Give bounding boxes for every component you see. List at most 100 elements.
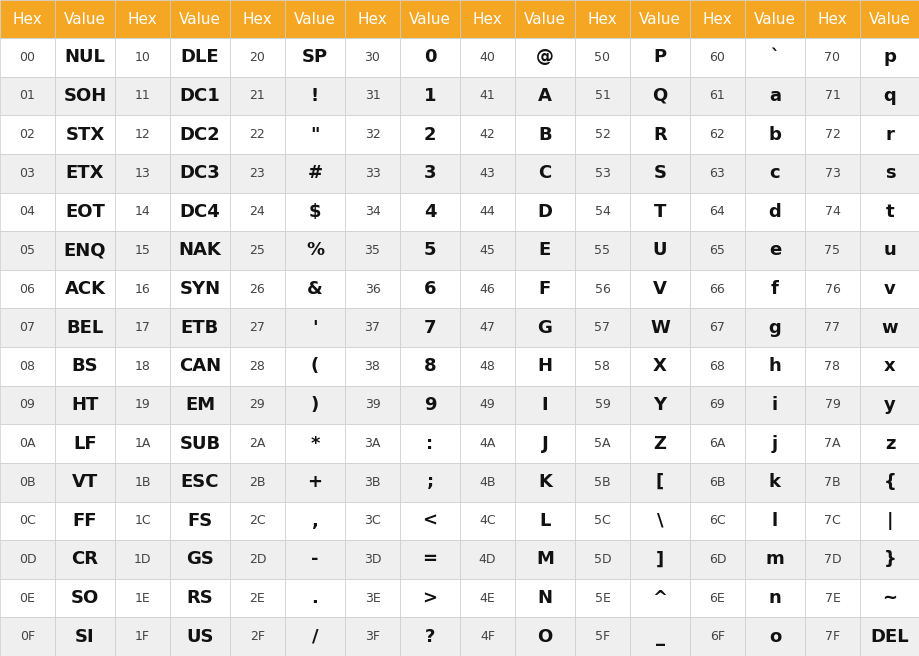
Text: R: R — [652, 125, 666, 144]
Text: ACK: ACK — [64, 280, 106, 298]
Text: 6D: 6D — [708, 553, 725, 566]
Text: Hex: Hex — [13, 12, 42, 26]
Bar — [230, 77, 285, 115]
Bar — [689, 77, 744, 115]
Bar — [460, 154, 515, 192]
Bar — [859, 77, 919, 115]
Text: 30: 30 — [364, 51, 380, 64]
Bar — [115, 38, 170, 77]
Text: 14: 14 — [134, 205, 150, 218]
Bar — [515, 38, 574, 77]
Bar — [460, 540, 515, 579]
Text: u: u — [882, 241, 895, 259]
Bar — [515, 231, 574, 270]
Text: o: o — [768, 628, 780, 646]
Bar — [859, 154, 919, 192]
Text: Hex: Hex — [243, 12, 272, 26]
Bar — [400, 192, 460, 231]
Bar — [460, 38, 515, 77]
Bar — [400, 308, 460, 347]
Bar — [400, 501, 460, 540]
Bar — [285, 38, 345, 77]
Bar — [515, 77, 574, 115]
Text: z: z — [884, 434, 894, 453]
Text: 6C: 6C — [709, 514, 725, 527]
Bar — [574, 0, 630, 38]
Bar — [345, 115, 400, 154]
Bar — [804, 308, 859, 347]
Text: 43: 43 — [479, 167, 494, 180]
Bar — [285, 308, 345, 347]
Text: y: y — [883, 396, 895, 414]
Text: 7F: 7F — [824, 630, 839, 643]
Text: 64: 64 — [709, 205, 724, 218]
Bar — [55, 540, 115, 579]
Bar — [345, 347, 400, 386]
Bar — [630, 617, 689, 656]
Bar — [0, 154, 55, 192]
Text: 41: 41 — [479, 89, 494, 102]
Bar — [460, 617, 515, 656]
Text: F: F — [539, 280, 550, 298]
Text: 15: 15 — [134, 244, 151, 257]
Text: 56: 56 — [594, 283, 610, 296]
Text: 54: 54 — [594, 205, 610, 218]
Bar — [345, 270, 400, 308]
Bar — [630, 501, 689, 540]
Text: 6B: 6B — [709, 476, 725, 489]
Text: .: . — [312, 589, 318, 607]
Text: $: $ — [309, 203, 321, 221]
Bar — [460, 0, 515, 38]
Bar — [689, 0, 744, 38]
Bar — [285, 386, 345, 424]
Bar — [574, 617, 630, 656]
Bar — [170, 154, 230, 192]
Text: 65: 65 — [709, 244, 725, 257]
Bar — [744, 154, 804, 192]
Text: 16: 16 — [134, 283, 150, 296]
Bar — [630, 347, 689, 386]
Bar — [345, 540, 400, 579]
Bar — [55, 38, 115, 77]
Bar — [0, 347, 55, 386]
Text: 0F: 0F — [20, 630, 35, 643]
Text: n: n — [767, 589, 780, 607]
Bar — [744, 308, 804, 347]
Text: 74: 74 — [823, 205, 840, 218]
Bar — [515, 386, 574, 424]
Bar — [0, 424, 55, 463]
Bar — [345, 192, 400, 231]
Bar — [115, 501, 170, 540]
Text: 3F: 3F — [365, 630, 380, 643]
Text: 69: 69 — [709, 398, 724, 411]
Bar — [515, 115, 574, 154]
Text: 34: 34 — [364, 205, 380, 218]
Text: 11: 11 — [134, 89, 150, 102]
Text: RS: RS — [187, 589, 213, 607]
Bar — [689, 115, 744, 154]
Text: 5C: 5C — [594, 514, 610, 527]
Text: 75: 75 — [823, 244, 840, 257]
Text: BS: BS — [72, 358, 98, 375]
Bar — [55, 308, 115, 347]
Text: 61: 61 — [709, 89, 724, 102]
Text: 3C: 3C — [364, 514, 380, 527]
Text: 12: 12 — [134, 128, 150, 141]
Bar — [230, 501, 285, 540]
Bar — [230, 579, 285, 617]
Text: GS: GS — [186, 550, 214, 569]
Bar — [574, 424, 630, 463]
Text: 8: 8 — [424, 358, 436, 375]
Text: Z: Z — [652, 434, 665, 453]
Bar — [460, 579, 515, 617]
Bar — [55, 192, 115, 231]
Text: 18: 18 — [134, 359, 151, 373]
Text: |: | — [886, 512, 892, 530]
Text: 53: 53 — [594, 167, 610, 180]
Text: 3D: 3D — [363, 553, 380, 566]
Bar — [400, 540, 460, 579]
Text: 76: 76 — [823, 283, 840, 296]
Text: 50: 50 — [594, 51, 610, 64]
Bar — [515, 501, 574, 540]
Text: DC1: DC1 — [179, 87, 221, 105]
